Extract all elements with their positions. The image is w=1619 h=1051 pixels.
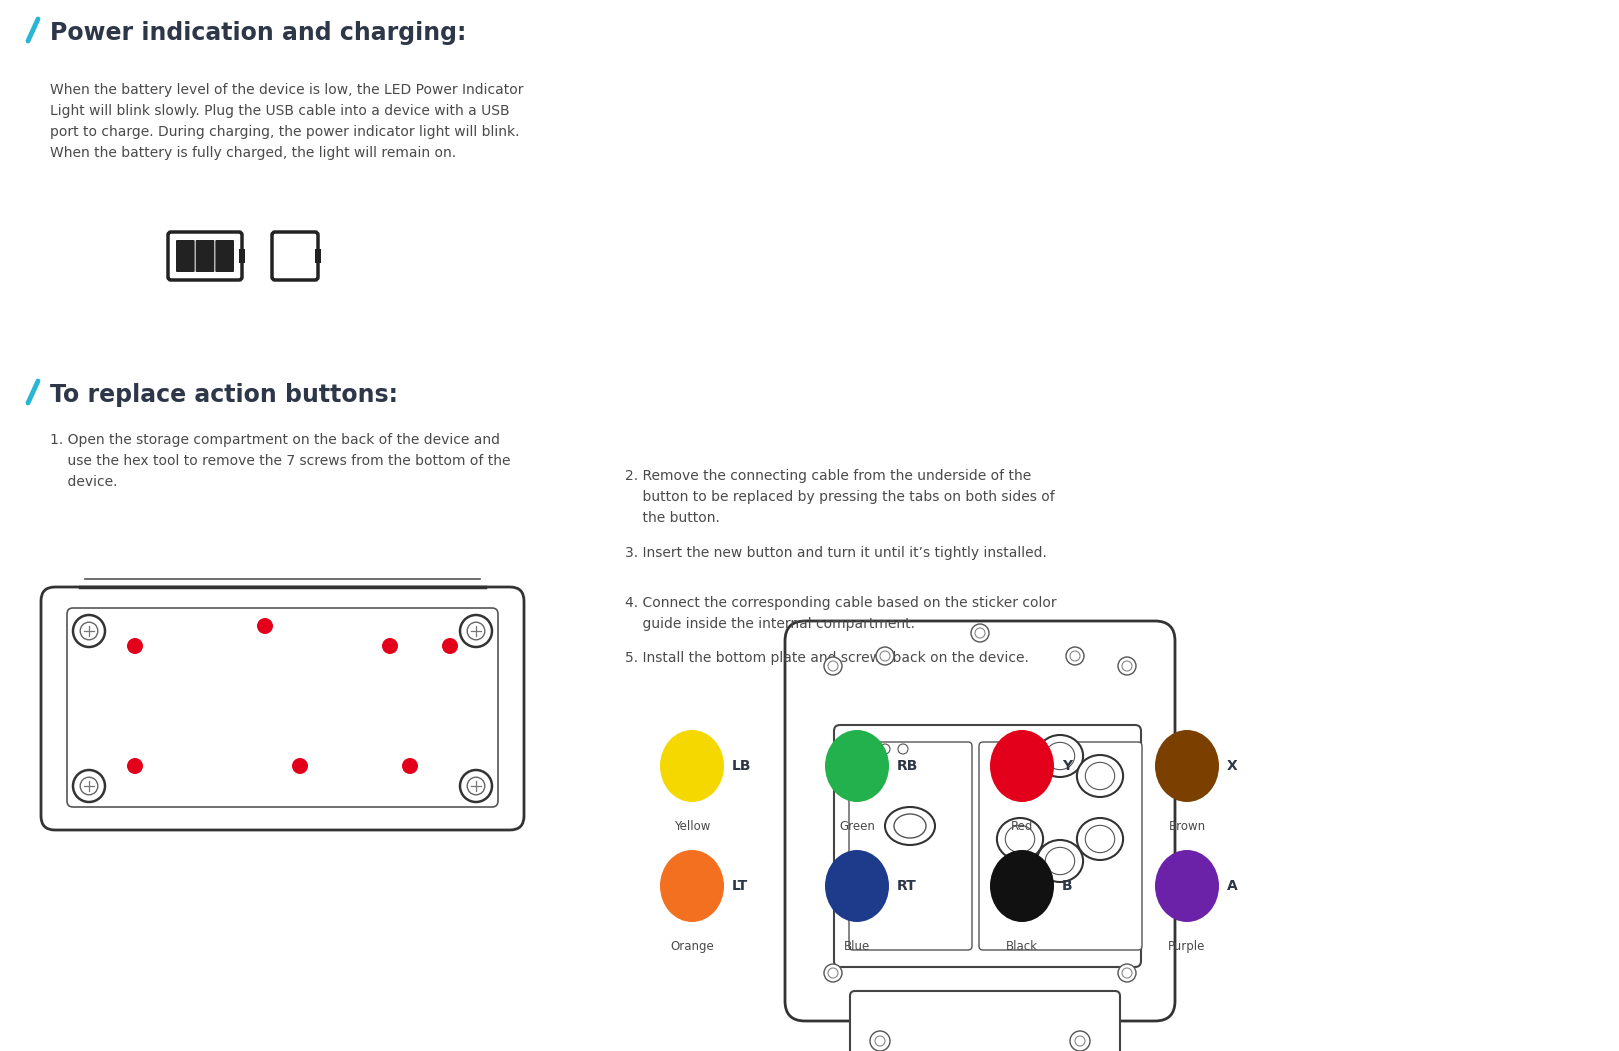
Circle shape: [971, 624, 989, 642]
Circle shape: [126, 758, 142, 774]
Ellipse shape: [1077, 755, 1124, 797]
Circle shape: [1065, 647, 1085, 665]
Circle shape: [869, 1031, 890, 1051]
FancyBboxPatch shape: [850, 991, 1120, 1051]
Circle shape: [81, 622, 97, 640]
Text: A: A: [1227, 879, 1239, 893]
Text: Yellow: Yellow: [674, 820, 711, 833]
Ellipse shape: [1154, 850, 1219, 922]
Text: Black: Black: [1005, 940, 1038, 953]
Circle shape: [257, 618, 274, 634]
Circle shape: [1119, 657, 1137, 675]
Text: Y: Y: [1062, 759, 1072, 772]
Circle shape: [861, 751, 873, 761]
Circle shape: [1122, 661, 1132, 671]
Circle shape: [468, 777, 484, 795]
Ellipse shape: [1036, 840, 1083, 882]
Ellipse shape: [997, 755, 1043, 797]
Text: Power indication and charging:: Power indication and charging:: [50, 21, 466, 45]
Ellipse shape: [1005, 825, 1035, 852]
Text: 4. Connect the corresponding cable based on the sticker color
    guide inside t: 4. Connect the corresponding cable based…: [625, 596, 1057, 632]
Circle shape: [126, 638, 142, 654]
Circle shape: [874, 1036, 886, 1046]
Ellipse shape: [1154, 730, 1219, 802]
Circle shape: [1070, 1031, 1090, 1051]
FancyBboxPatch shape: [979, 742, 1141, 950]
Circle shape: [291, 758, 308, 774]
Circle shape: [824, 964, 842, 982]
FancyBboxPatch shape: [40, 588, 525, 830]
Bar: [316, 249, 321, 263]
FancyBboxPatch shape: [215, 240, 235, 272]
Text: When the battery level of the device is low, the LED Power Indicator
Light will : When the battery level of the device is …: [50, 83, 523, 161]
Circle shape: [1075, 1036, 1085, 1046]
Ellipse shape: [1046, 742, 1075, 769]
FancyBboxPatch shape: [272, 232, 317, 280]
Circle shape: [881, 651, 890, 661]
Circle shape: [881, 744, 890, 754]
Text: B: B: [1062, 879, 1073, 893]
Ellipse shape: [1077, 818, 1124, 860]
Ellipse shape: [886, 807, 936, 845]
FancyBboxPatch shape: [66, 607, 499, 807]
Text: Brown: Brown: [1169, 820, 1206, 833]
Text: LT: LT: [732, 879, 748, 893]
Ellipse shape: [894, 815, 926, 838]
Text: 3. Insert the new button and turn it until it’s tightly installed.: 3. Insert the new button and turn it unt…: [625, 547, 1047, 560]
Text: RB: RB: [897, 759, 918, 772]
Text: Green: Green: [839, 820, 874, 833]
Ellipse shape: [989, 850, 1054, 922]
Circle shape: [1070, 651, 1080, 661]
Ellipse shape: [826, 730, 889, 802]
Circle shape: [382, 638, 398, 654]
FancyBboxPatch shape: [168, 232, 241, 280]
FancyBboxPatch shape: [196, 240, 214, 272]
Bar: [240, 249, 244, 263]
Ellipse shape: [1085, 825, 1115, 852]
FancyBboxPatch shape: [785, 621, 1175, 1021]
Ellipse shape: [1005, 762, 1035, 789]
Circle shape: [73, 770, 105, 802]
FancyBboxPatch shape: [834, 725, 1141, 967]
Circle shape: [899, 744, 908, 754]
Text: 5. Install the bottom plate and screws back on the device.: 5. Install the bottom plate and screws b…: [625, 651, 1030, 665]
Text: 1. Open the storage compartment on the back of the device and
    use the hex to: 1. Open the storage compartment on the b…: [50, 433, 510, 490]
Ellipse shape: [1046, 847, 1075, 874]
Circle shape: [827, 661, 839, 671]
Circle shape: [1122, 968, 1132, 978]
Circle shape: [876, 647, 894, 665]
Circle shape: [827, 968, 839, 978]
Circle shape: [442, 638, 458, 654]
Circle shape: [402, 758, 418, 774]
Ellipse shape: [989, 730, 1054, 802]
Text: X: X: [1227, 759, 1239, 772]
Text: Purple: Purple: [1169, 940, 1206, 953]
Ellipse shape: [661, 730, 724, 802]
Circle shape: [460, 615, 492, 647]
Circle shape: [468, 622, 484, 640]
Text: To replace action buttons:: To replace action buttons:: [50, 383, 398, 407]
Ellipse shape: [1036, 735, 1083, 777]
Ellipse shape: [661, 850, 724, 922]
Text: 2. Remove the connecting cable from the underside of the
    button to be replac: 2. Remove the connecting cable from the …: [625, 469, 1054, 526]
Ellipse shape: [1085, 762, 1115, 789]
Text: RT: RT: [897, 879, 916, 893]
Circle shape: [460, 770, 492, 802]
FancyBboxPatch shape: [176, 240, 194, 272]
Circle shape: [824, 657, 842, 675]
Circle shape: [73, 615, 105, 647]
Ellipse shape: [997, 818, 1043, 860]
Text: Red: Red: [1010, 820, 1033, 833]
Circle shape: [81, 777, 97, 795]
Text: Blue: Blue: [843, 940, 869, 953]
Circle shape: [975, 628, 984, 638]
Text: LB: LB: [732, 759, 751, 772]
Circle shape: [1119, 964, 1137, 982]
FancyBboxPatch shape: [848, 742, 971, 950]
Ellipse shape: [826, 850, 889, 922]
Text: Orange: Orange: [670, 940, 714, 953]
